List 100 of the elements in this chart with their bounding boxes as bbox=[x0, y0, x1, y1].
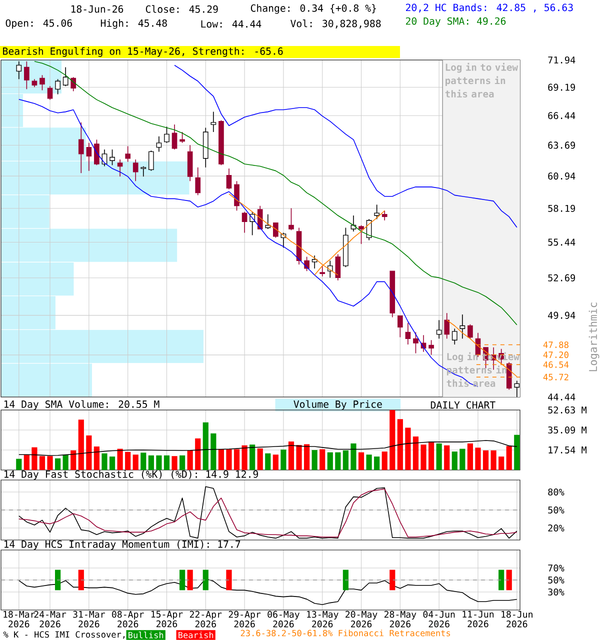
candlestick bbox=[86, 142, 92, 172]
candlestick bbox=[195, 167, 201, 196]
x-tick-label: 31-Mar 2026 bbox=[73, 610, 105, 628]
candlestick bbox=[164, 126, 170, 144]
y-tick-label: 66.44 bbox=[548, 112, 576, 120]
y-tick-label: 60.94 bbox=[548, 172, 576, 180]
candlestick bbox=[257, 205, 263, 230]
candlestick bbox=[452, 328, 458, 345]
candlestick bbox=[242, 211, 248, 234]
bar bbox=[55, 458, 61, 470]
y-tick-label: 35.09 M bbox=[548, 426, 586, 434]
line-series bbox=[34, 60, 518, 326]
text: Change: 0.34 {+0.8 %} bbox=[250, 4, 376, 14]
candlestick bbox=[320, 265, 326, 277]
candlestick bbox=[413, 332, 418, 354]
candlestick bbox=[78, 122, 84, 174]
y-tick-label: 50% bbox=[548, 506, 564, 514]
bar bbox=[94, 446, 100, 470]
ref-line-label: 46.54 bbox=[543, 361, 569, 368]
bar bbox=[498, 456, 504, 470]
bar bbox=[304, 444, 310, 470]
y-tick-label: 44.44 bbox=[548, 394, 576, 400]
bar bbox=[242, 445, 248, 470]
text: 23.6-38.2-50-61.8% Fibonacci Retracements bbox=[240, 630, 450, 636]
bar bbox=[280, 450, 286, 470]
bar bbox=[132, 454, 138, 470]
candlestick bbox=[304, 256, 310, 272]
text: Bearish bbox=[178, 632, 214, 638]
bar bbox=[226, 449, 232, 470]
chart-title: 14 Day HCS Intraday Momentum (IMI): 17.7 bbox=[4, 540, 240, 550]
x-tick-label: 22-Apr 2026 bbox=[190, 610, 222, 628]
candlestick bbox=[226, 168, 232, 190]
candlestick bbox=[132, 159, 138, 182]
bar bbox=[117, 448, 123, 470]
candlestick bbox=[265, 214, 271, 230]
bar bbox=[140, 452, 146, 470]
y-tick-label: 20% bbox=[548, 524, 564, 532]
y-tick-label: 58.19 bbox=[548, 204, 575, 212]
candlestick bbox=[312, 255, 318, 269]
x-tick-label: 13-May 2026 bbox=[307, 610, 338, 628]
candlestick bbox=[273, 222, 278, 238]
x-tick-label: 29-Apr 2026 bbox=[228, 610, 261, 628]
bar bbox=[125, 452, 131, 470]
bar bbox=[506, 446, 512, 470]
chart-title: 14 Day Fast Stochastic (%K) (%D): 14.9 12.9 bbox=[4, 470, 258, 480]
text: Bullish bbox=[128, 632, 164, 638]
bar bbox=[312, 450, 318, 470]
text: Vol: 30,828,988 bbox=[290, 20, 381, 28]
y-tick-label: 80% bbox=[548, 488, 564, 496]
bar bbox=[202, 422, 208, 470]
chart-title: 14 Day SMA Volume: 20.55 M bbox=[4, 400, 160, 410]
text: Bearish Engulfing on 15-May-26, Strength: -65.6 bbox=[3, 47, 283, 57]
bar bbox=[257, 448, 263, 470]
bar bbox=[490, 450, 496, 470]
bar bbox=[102, 453, 108, 470]
x-tick-label: 06-May 2026 bbox=[268, 610, 300, 628]
bar bbox=[467, 443, 473, 470]
bar bbox=[296, 445, 302, 470]
bar bbox=[342, 450, 348, 470]
bar bbox=[397, 419, 403, 470]
bar bbox=[382, 452, 388, 470]
candlestick bbox=[117, 159, 123, 177]
candlestick bbox=[94, 139, 100, 166]
bar bbox=[218, 449, 224, 470]
x-tick-label: 18-Mar 2026 bbox=[4, 610, 35, 628]
y-tick-label: 50% bbox=[548, 576, 564, 584]
bar bbox=[24, 454, 30, 470]
bar bbox=[156, 455, 162, 470]
bar bbox=[265, 453, 271, 470]
text: Open: 45.06 bbox=[6, 19, 72, 29]
bar bbox=[109, 456, 116, 470]
candlestick bbox=[70, 76, 76, 92]
text: DAILY CHART bbox=[430, 401, 496, 409]
y-tick-label: 30% bbox=[548, 588, 564, 596]
bar bbox=[172, 456, 178, 470]
bar bbox=[412, 436, 419, 470]
bar bbox=[78, 420, 84, 470]
bar bbox=[460, 448, 466, 470]
bar bbox=[514, 434, 520, 470]
y-tick-label: 70% bbox=[548, 564, 564, 572]
bar bbox=[164, 455, 170, 470]
x-tick-label: 18-Jun 2026 bbox=[502, 610, 532, 628]
legend-title: % K - HCS IMI Crossover, bbox=[3, 631, 125, 639]
candlestick bbox=[335, 254, 341, 281]
candlestick bbox=[156, 136, 162, 152]
bar bbox=[250, 444, 256, 470]
bar bbox=[350, 443, 356, 470]
x-tick-label: 04-Jun 2026 bbox=[423, 610, 455, 628]
bar bbox=[39, 456, 46, 470]
bar bbox=[16, 458, 22, 470]
bar bbox=[475, 448, 481, 470]
text: 20,2 HC Bands: 42.85 , 56.63 bbox=[406, 4, 573, 12]
bar bbox=[335, 452, 341, 470]
candlestick bbox=[405, 322, 411, 345]
text: 18-Jun-26 bbox=[71, 5, 124, 13]
text: Low: 44.44 bbox=[201, 20, 262, 28]
bar bbox=[234, 449, 240, 470]
candlestick bbox=[47, 86, 53, 100]
ref-line-label: 47.88 bbox=[543, 342, 568, 348]
candlestick bbox=[140, 166, 146, 177]
